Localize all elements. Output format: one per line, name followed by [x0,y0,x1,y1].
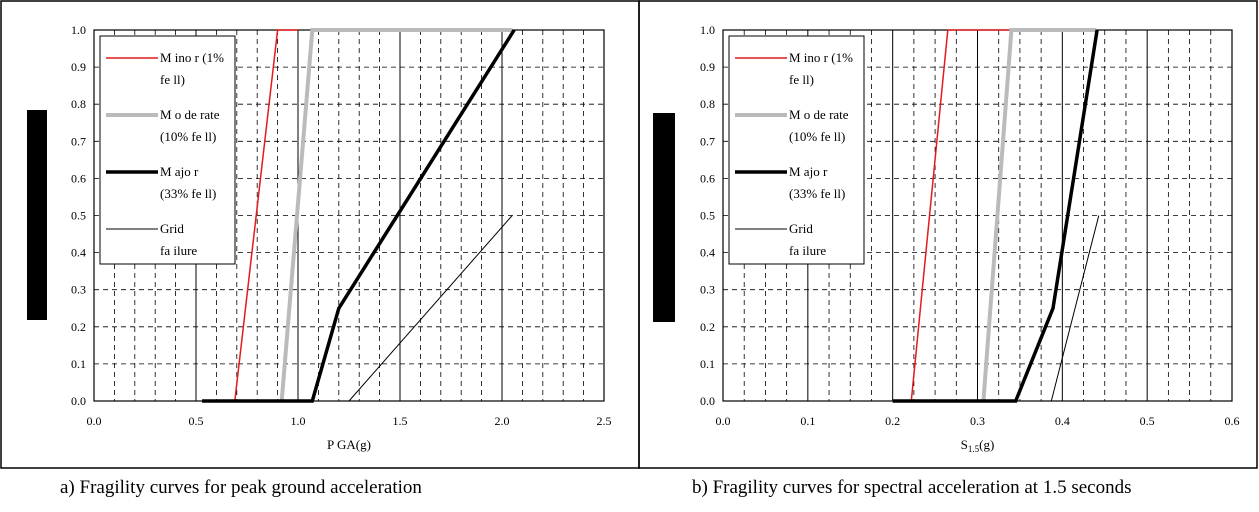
x-tick-label: 1.0 [291,414,306,428]
series-line-3 [1051,216,1099,402]
x-tick-label: 0.3 [970,414,985,428]
caption-a: a) Fragility curves for peak ground acce… [60,477,422,499]
legend-label: fa ilure [160,243,197,258]
chart-a: 0.0 0.1 0.2 0.3 0.4 0.5 0.6 0.7 0.8 0.9 1.0 0.0 0.5 1… [71,23,612,452]
y-tick-label: 0.7 [700,134,715,148]
y-tick-label: 0.0 [700,394,715,408]
y-tick-label: 0.2 [700,320,715,334]
y-tick-label: 0.6 [700,171,715,185]
x-tick-label: 0.4 [1055,414,1070,428]
y-tick-label: 0.9 [700,60,715,74]
y-tick-label: 0.4 [71,246,86,260]
legend-label: M o de rate [160,107,220,122]
caption-b: b) Fragility curves for spectral acceler… [692,477,1131,499]
x-tick-label: 2.5 [597,414,612,428]
x-axis-label: P GA(g) [327,437,371,452]
x-tick-label: 1.5 [393,414,408,428]
y-label-bar-b [653,113,675,322]
y-tick-label: 0.5 [700,209,715,223]
x-tick-label: 0.1 [800,414,815,428]
x-tick-label: 0.0 [716,414,731,428]
legend-label: Grid [160,221,184,236]
y-tick-label: 0.4 [700,246,715,260]
legend-label: fe ll) [160,72,185,87]
legend-label: (10% fe ll) [789,129,845,144]
legend-label: fa ilure [789,243,826,258]
legend: M ino r (1% fe ll) M o de rate (10% fe ll) M… [729,36,864,264]
legend-label: fe ll) [789,72,814,87]
x-tick-label: 0.6 [1225,414,1240,428]
legend-label: Grid [789,221,813,236]
x-tick-label: 0.5 [1140,414,1155,428]
y-tick-label: 1.0 [700,23,715,37]
y-tick-label: 0.8 [700,97,715,111]
y-tick-label: 1.0 [71,23,86,37]
y-tick-label: 0.8 [71,97,86,111]
legend-label: M ino r (1% [789,50,853,65]
legend-label: (10% fe ll) [160,129,216,144]
y-tick-label: 0.1 [71,357,86,371]
x-tick-label: 0.5 [189,414,204,428]
x-tick-label: 0.0 [87,414,102,428]
x-tick-label: 0.2 [885,414,900,428]
y-tick-label: 0.5 [71,209,86,223]
series-line-3 [349,216,512,402]
y-tick-label: 0.0 [71,394,86,408]
legend-label: M o de rate [789,107,849,122]
legend-label: (33% fe ll) [160,186,216,201]
y-tick-label: 0.1 [700,357,715,371]
y-tick-label: 0.2 [71,320,86,334]
x-axis-label: S1.5(g) [961,437,995,454]
y-tick-label: 0.3 [700,283,715,297]
y-tick-label: 0.9 [71,60,86,74]
legend-label: M ajo r [160,164,199,179]
chart-b: 0.0 0.1 0.2 0.3 0.4 0.5 0.6 0.7 0.8 0.9 1.0 0.0 0.1 0… [700,23,1240,454]
y-label-bar-a [27,110,47,320]
legend: M ino r (1% fe ll) M o de rate (10% fe ll) M… [100,36,235,264]
x-tick-label: 2.0 [495,414,510,428]
y-tick-label: 0.3 [71,283,86,297]
legend-label: M ajo r [789,164,828,179]
y-tick-label: 0.7 [71,134,86,148]
panel-a-frame [1,1,639,468]
y-tick-label: 0.6 [71,171,86,185]
legend-label: (33% fe ll) [789,186,845,201]
legend-label: M ino r (1% [160,50,224,65]
figure: 0.0 0.1 0.2 0.3 0.4 0.5 0.6 0.7 0.8 0.9 1.0 0.0 0.5 1… [0,0,1259,470]
